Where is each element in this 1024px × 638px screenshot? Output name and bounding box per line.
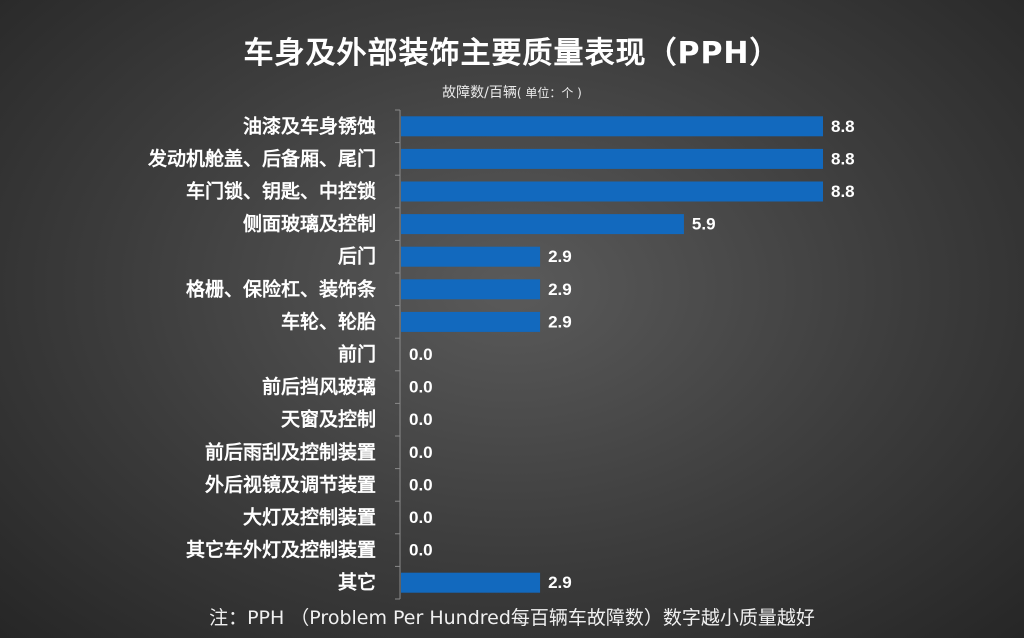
bar <box>401 246 541 267</box>
category-label: 发动机舱盖、后备厢、尾门 <box>147 147 376 170</box>
category-label: 车轮、轮胎 <box>281 310 376 333</box>
bars-group <box>401 116 823 593</box>
category-label: 油漆及车身锈蚀 <box>243 114 376 137</box>
category-label: 前后挡风玻璃 <box>262 375 376 398</box>
category-label: 外后视镜及调节装置 <box>205 473 376 496</box>
value-label: 0.0 <box>409 345 433 364</box>
category-label: 前门 <box>338 343 376 366</box>
category-label: 前后雨刮及控制装置 <box>205 440 376 463</box>
category-label: 格栅、保险杠、装饰条 <box>186 277 377 300</box>
bar <box>401 181 823 202</box>
category-label: 侧面玻璃及控制 <box>243 212 376 235</box>
value-label: 2.9 <box>548 573 572 592</box>
bar <box>401 116 823 137</box>
value-label: 2.9 <box>548 280 572 299</box>
unit-note: ( 单位：个 ) <box>516 86 582 100</box>
category-labels: 油漆及车身锈蚀发动机舱盖、后备厢、尾门车门锁、钥匙、中控锁侧面玻璃及控制后门格栅… <box>147 114 377 593</box>
chart-title: 车身及外部装饰主要质量表现（PPH） <box>243 36 781 71</box>
value-label: 5.9 <box>692 215 716 234</box>
value-label: 8.8 <box>831 117 855 136</box>
category-label: 天窗及控制 <box>281 408 376 431</box>
axis-caption: 故障数/百辆 <box>442 85 517 101</box>
category-label: 车门锁、钥匙、中控锁 <box>186 180 376 203</box>
value-label: 8.8 <box>831 149 855 168</box>
value-label: 0.0 <box>409 378 433 397</box>
value-labels: 8.8 8.8 8.8 5.9 2.9 2.9 2.9 0.0 0.0 0.0 0.0 0.0 0.0 0… <box>409 117 855 592</box>
value-label: 2.9 <box>548 247 572 266</box>
value-label: 0.0 <box>409 443 433 462</box>
bar <box>401 279 541 300</box>
axis-ticks <box>395 109 400 600</box>
chart-subtitle: 故障数/百辆( 单位：个 ) <box>0 82 1024 102</box>
bar <box>401 148 823 169</box>
bar <box>401 572 541 593</box>
footnote: 注：PPH （Problem Per Hundred每百辆车故障数）数字越小质量… <box>209 607 815 629</box>
bar <box>401 311 541 332</box>
value-label: 0.0 <box>409 410 433 429</box>
value-label: 0.0 <box>409 475 433 494</box>
bar <box>401 214 684 235</box>
category-label: 后门 <box>338 245 376 268</box>
value-label: 0.0 <box>409 508 433 527</box>
value-label: 0.0 <box>409 541 433 560</box>
category-label: 大灯及控制装置 <box>243 506 376 529</box>
category-label: 其它 <box>338 571 376 594</box>
value-label: 2.9 <box>548 312 572 331</box>
value-label: 8.8 <box>831 182 855 201</box>
category-label: 其它车外灯及控制装置 <box>186 538 376 561</box>
